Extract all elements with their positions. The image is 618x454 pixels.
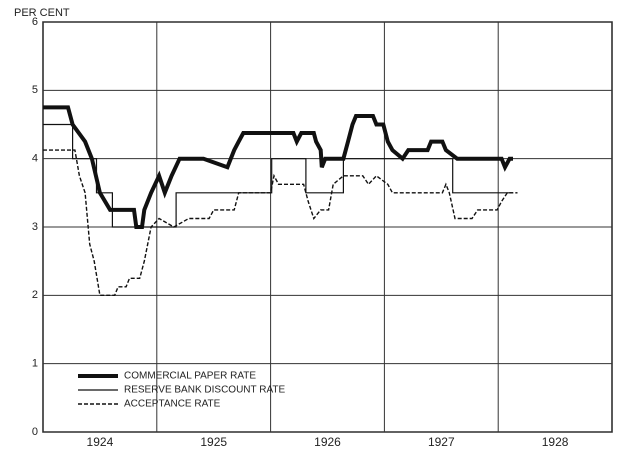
legend-label: COMMERCIAL PAPER RATE xyxy=(124,371,256,382)
series-line xyxy=(43,149,518,296)
y-tick-label: 1 xyxy=(32,358,38,370)
series-line xyxy=(43,105,513,229)
x-tick-label: 1925 xyxy=(200,435,227,449)
series-line xyxy=(43,123,513,228)
y-tick-label: 6 xyxy=(32,16,38,28)
y-tick-label: 3 xyxy=(32,221,38,233)
x-tick-label: 1928 xyxy=(542,435,569,449)
y-tick-label: 0 xyxy=(32,426,38,438)
legend-label: RESERVE BANK DISCOUNT RATE xyxy=(124,385,285,396)
x-tick-label: 1924 xyxy=(87,435,114,449)
x-tick-label: 1927 xyxy=(428,435,455,449)
y-tick-label: 2 xyxy=(32,289,38,301)
y-axis-label: PER CENT xyxy=(14,7,70,19)
x-tick-label: 1926 xyxy=(314,435,341,449)
legend-label: ACCEPTANCE RATE xyxy=(124,399,221,410)
y-tick-label: 5 xyxy=(32,84,38,96)
y-tick-label: 4 xyxy=(32,153,38,165)
